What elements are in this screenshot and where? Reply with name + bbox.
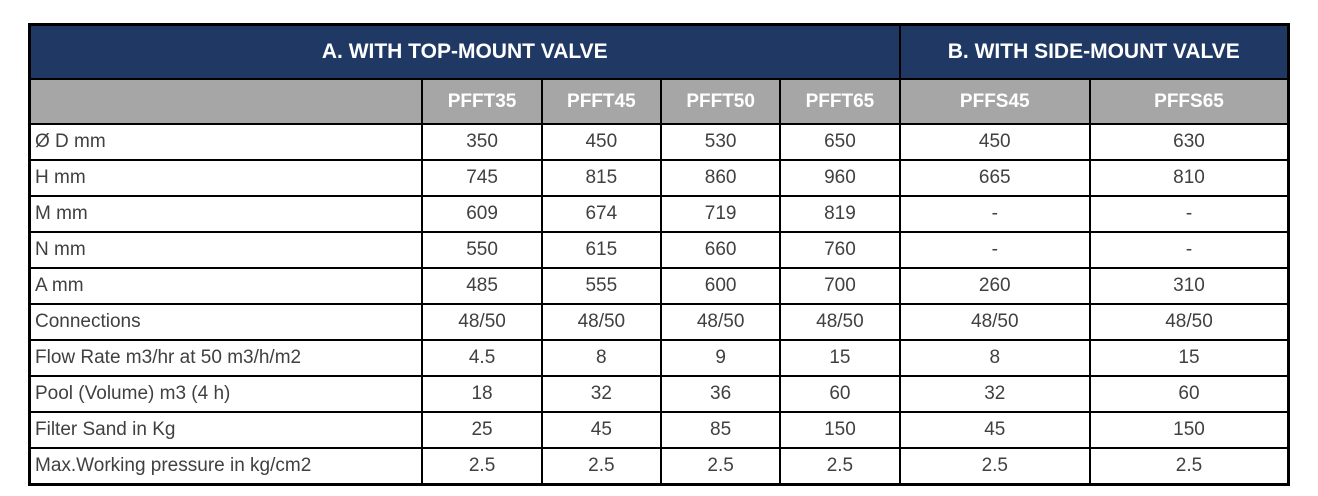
cell: 615 [540, 231, 662, 269]
table-row: Filter Sand in Kg 25 45 85 150 45 150 [28, 411, 1290, 449]
section-a-header: A. WITH TOP-MOUNT VALVE [28, 23, 901, 80]
cell: 45 [540, 411, 662, 449]
cell: 48/50 [421, 303, 543, 341]
cell: 150 [1089, 411, 1290, 449]
section-header-row: A. WITH TOP-MOUNT VALVE B. WITH SIDE-MOU… [28, 23, 1290, 80]
table-row: M mm 609 674 719 819 - - [28, 195, 1290, 233]
cell: 2.5 [421, 447, 543, 486]
cell: 25 [421, 411, 543, 449]
table-row: Flow Rate m3/hr at 50 m3/h/m2 4.5 8 9 15… [28, 339, 1290, 377]
cell: - [898, 231, 1092, 269]
cell: 260 [898, 267, 1092, 305]
cell: 485 [421, 267, 543, 305]
row-label: Ø D mm [28, 123, 424, 161]
cell: 2.5 [779, 447, 901, 486]
cell: 960 [779, 159, 901, 197]
column-header-pffs65: PFFS65 [1089, 78, 1290, 125]
cell: 2.5 [1089, 447, 1290, 486]
table-row: N mm 550 615 660 760 - - [28, 231, 1290, 269]
cell: 650 [779, 123, 901, 161]
cell: 60 [1089, 375, 1290, 413]
cell: 48/50 [779, 303, 901, 341]
cell: 150 [779, 411, 901, 449]
cell: 819 [779, 195, 901, 233]
cell: 18 [421, 375, 543, 413]
table-row: Ø D mm 350 450 530 650 450 630 [28, 123, 1290, 161]
column-header-pfft45: PFFT45 [540, 78, 662, 125]
cell: 760 [779, 231, 901, 269]
row-label: Pool (Volume) m3 (4 h) [28, 375, 424, 413]
cell: 2.5 [659, 447, 782, 486]
column-header-pfft35: PFFT35 [421, 78, 543, 125]
cell: 550 [421, 231, 543, 269]
cell: - [1089, 195, 1290, 233]
cell: 745 [421, 159, 543, 197]
cell: 48/50 [898, 303, 1092, 341]
row-label: Max.Working pressure in kg/cm2 [28, 447, 424, 486]
table-row: H mm 745 815 860 960 665 810 [28, 159, 1290, 197]
cell: 810 [1089, 159, 1290, 197]
corner-cell [28, 78, 424, 125]
cell: - [1089, 231, 1290, 269]
cell: 32 [898, 375, 1092, 413]
cell: 48/50 [659, 303, 782, 341]
cell: 310 [1089, 267, 1290, 305]
table-row: A mm 485 555 600 700 260 310 [28, 267, 1290, 305]
cell: 555 [540, 267, 662, 305]
filter-spec-table: A. WITH TOP-MOUNT VALVE B. WITH SIDE-MOU… [28, 23, 1290, 486]
column-header-pfft65: PFFT65 [779, 78, 901, 125]
table-row: Pool (Volume) m3 (4 h) 18 32 36 60 32 60 [28, 375, 1290, 413]
cell: 4.5 [421, 339, 543, 377]
table-row: Connections 48/50 48/50 48/50 48/50 48/5… [28, 303, 1290, 341]
cell: 2.5 [898, 447, 1092, 486]
cell: 674 [540, 195, 662, 233]
model-header-row: PFFT35 PFFT45 PFFT50 PFFT65 PFFS45 PFFS6… [28, 78, 1290, 125]
cell: 450 [540, 123, 662, 161]
cell: 719 [659, 195, 782, 233]
row-label: N mm [28, 231, 424, 269]
cell: 45 [898, 411, 1092, 449]
cell: 860 [659, 159, 782, 197]
cell: 660 [659, 231, 782, 269]
cell: 630 [1089, 123, 1290, 161]
table-row: Max.Working pressure in kg/cm2 2.5 2.5 2… [28, 447, 1290, 486]
cell: 60 [779, 375, 901, 413]
row-label: A mm [28, 267, 424, 305]
cell: 665 [898, 159, 1092, 197]
cell: 9 [659, 339, 782, 377]
cell: 48/50 [540, 303, 662, 341]
section-b-header: B. WITH SIDE-MOUNT VALVE [898, 23, 1290, 80]
row-label: Filter Sand in Kg [28, 411, 424, 449]
row-label: M mm [28, 195, 424, 233]
column-header-pfft50: PFFT50 [659, 78, 782, 125]
cell: 450 [898, 123, 1092, 161]
cell: 48/50 [1089, 303, 1290, 341]
row-label: Flow Rate m3/hr at 50 m3/h/m2 [28, 339, 424, 377]
cell: 530 [659, 123, 782, 161]
cell: 36 [659, 375, 782, 413]
cell: - [898, 195, 1092, 233]
cell: 2.5 [540, 447, 662, 486]
spec-table-container: A. WITH TOP-MOUNT VALVE B. WITH SIDE-MOU… [28, 23, 1290, 486]
column-header-pffs45: PFFS45 [898, 78, 1092, 125]
cell: 700 [779, 267, 901, 305]
row-label: H mm [28, 159, 424, 197]
row-label: Connections [28, 303, 424, 341]
cell: 350 [421, 123, 543, 161]
cell: 15 [779, 339, 901, 377]
cell: 85 [659, 411, 782, 449]
cell: 609 [421, 195, 543, 233]
cell: 32 [540, 375, 662, 413]
cell: 15 [1089, 339, 1290, 377]
cell: 8 [540, 339, 662, 377]
cell: 8 [898, 339, 1092, 377]
cell: 600 [659, 267, 782, 305]
cell: 815 [540, 159, 662, 197]
